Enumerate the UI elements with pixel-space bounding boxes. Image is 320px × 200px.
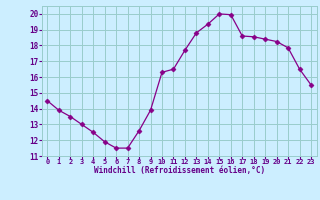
X-axis label: Windchill (Refroidissement éolien,°C): Windchill (Refroidissement éolien,°C): [94, 166, 265, 175]
